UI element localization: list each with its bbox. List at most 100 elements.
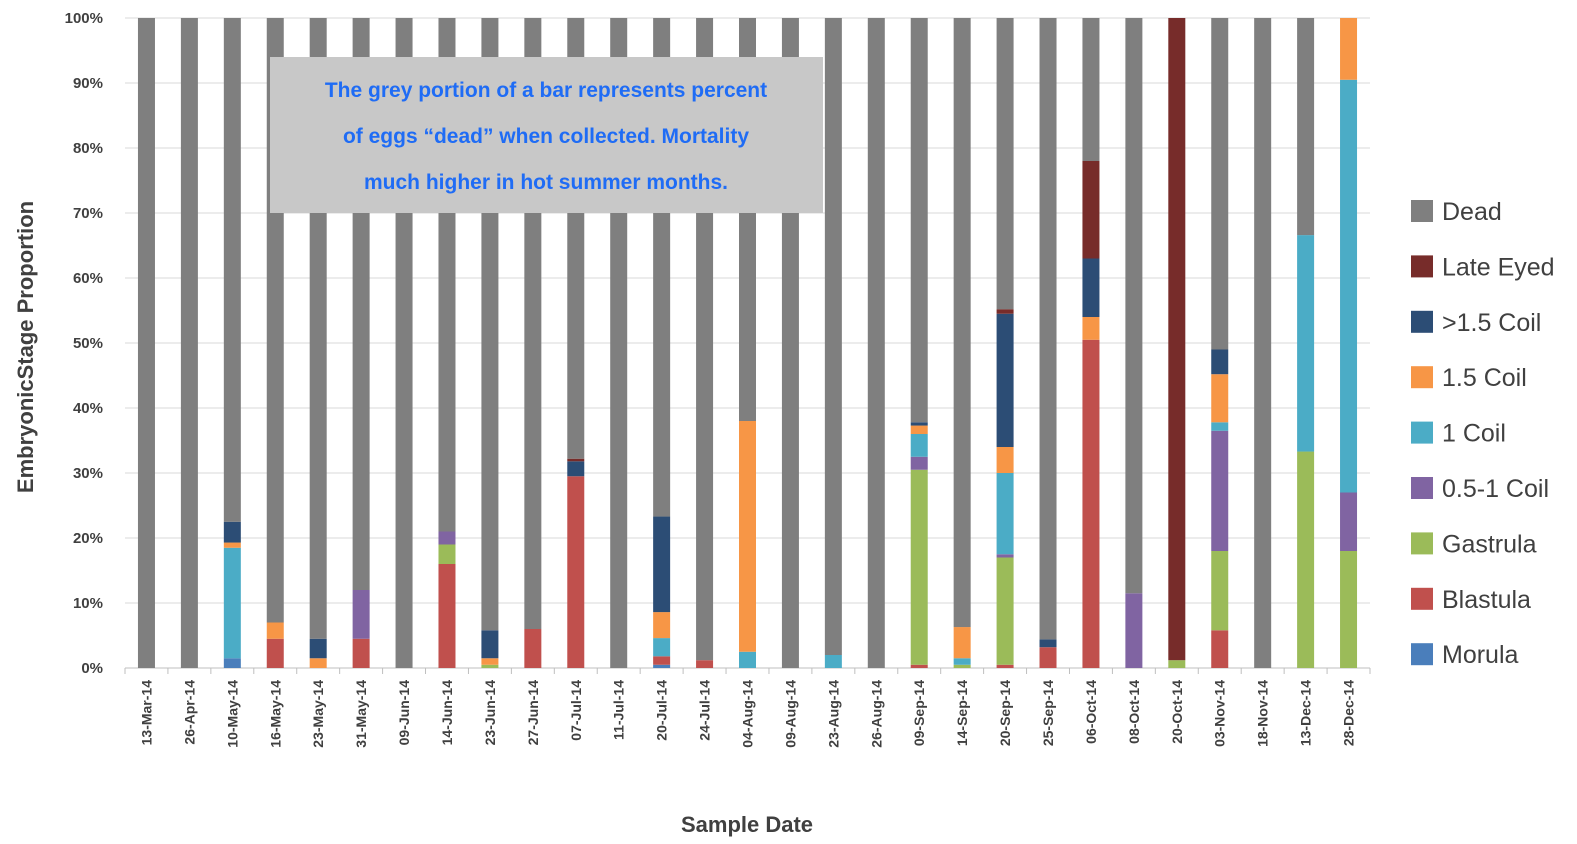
bar-segment-blastula <box>524 629 542 668</box>
y-axis-ticks: 0% 10% 20% 30% 40% 50% 60% 70% 80% 90% 100% <box>65 10 103 677</box>
legend-swatch <box>1411 366 1433 389</box>
bar-segment-1-coil <box>1211 422 1229 431</box>
bar-segment-1-coil <box>824 655 842 668</box>
bar-segment-late-eyed <box>996 309 1014 314</box>
x-tick-label: 24-Jul-14 <box>697 680 713 741</box>
bar-segment-gastrula <box>438 544 456 564</box>
x-tick-label: 20-Sep-14 <box>997 680 1013 746</box>
legend-swatch <box>1411 532 1433 555</box>
x-tick-label: 13-Dec-14 <box>1298 680 1314 746</box>
bar-segment-blastula <box>1211 630 1229 668</box>
bar-segment-blastula <box>996 664 1014 668</box>
bar-segment-1-coil <box>1297 235 1315 452</box>
bar-segment-dead <box>1211 18 1229 350</box>
x-tick-label: 08-Oct-14 <box>1126 680 1142 744</box>
bar-segment--1-5-coil <box>910 422 928 426</box>
bar-segment-1-5-coil <box>481 658 499 665</box>
x-tick-label: 11-Jul-14 <box>611 680 627 740</box>
x-tick-label: 27-Jun-14 <box>525 680 541 746</box>
bar-segment-1-5-coil <box>1211 374 1229 423</box>
legend-swatch <box>1411 310 1433 333</box>
bar-segment--1-5-coil <box>653 516 671 613</box>
legend-swatch <box>1411 255 1433 278</box>
x-axis-title: Sample Date <box>681 812 813 837</box>
bar-segment-1-5-coil <box>653 612 671 639</box>
bar-segment-gastrula <box>1211 551 1229 631</box>
bar-segment-1-coil <box>996 473 1014 555</box>
bar-segment-0-5-1-coil <box>352 590 370 639</box>
bar-segment-1-5-coil <box>996 447 1014 473</box>
y-axis-title: EmbryonicStage Proportion <box>13 201 38 493</box>
bar-segment-0-5-1-coil <box>996 554 1014 558</box>
bar-segment-blastula <box>1039 647 1057 668</box>
bar-segment-blastula <box>567 476 585 668</box>
x-tick-label: 26-Aug-14 <box>868 680 884 748</box>
x-tick-label: 09-Jun-14 <box>396 680 412 746</box>
legend-swatch <box>1411 477 1433 499</box>
bar-segment-late-eyed <box>1168 18 1186 661</box>
bar-segment--1-5-coil <box>996 313 1014 447</box>
x-tick-label: 13-Mar-14 <box>138 680 154 746</box>
x-tick-label: 23-Aug-14 <box>825 680 841 748</box>
bar-segment-gastrula <box>953 664 971 668</box>
legend-label: Dead <box>1442 198 1502 226</box>
x-tick-label: 07-Jul-14 <box>568 680 584 741</box>
bar-segment-dead <box>1082 18 1100 161</box>
bar-segment--1-5-coil <box>481 630 499 659</box>
y-tick-label: 80% <box>73 140 103 157</box>
bar-segment-blastula <box>266 638 284 668</box>
bar-segment-1-5-coil <box>1082 317 1100 340</box>
y-tick-label: 60% <box>73 270 103 287</box>
bar-segment--1-5-coil <box>1039 639 1057 648</box>
legend-label: Morula <box>1442 641 1519 669</box>
x-tick-label: 03-Nov-14 <box>1212 680 1228 747</box>
x-axis-ticks: 13-Mar-14 26-Apr-14 10-May-14 16-May-14 23-M… <box>124 668 1371 748</box>
x-tick-label: 04-Aug-14 <box>740 680 756 748</box>
legend-swatch <box>1411 587 1433 610</box>
bar-segment--1-5-coil <box>1211 349 1229 375</box>
bar-segment-1-5-coil <box>1340 18 1358 80</box>
bar-segment-1-coil <box>1340 79 1358 493</box>
bar-segment-blastula <box>910 664 928 668</box>
bar-segment-gastrula <box>1340 551 1358 668</box>
x-tick-label: 18-Nov-14 <box>1255 680 1271 747</box>
bar-segment-morula <box>653 664 671 668</box>
x-tick-label: 23-May-14 <box>310 680 326 748</box>
x-tick-label: 20-Oct-14 <box>1169 680 1185 744</box>
x-tick-label: 20-Jul-14 <box>654 680 670 741</box>
bar-segment-dead <box>180 18 198 668</box>
bar-segment-blastula <box>352 638 370 668</box>
bar-segment-morula <box>223 658 241 668</box>
bar-segment-dead <box>824 18 842 655</box>
bar-segment-0-5-1-coil <box>1125 593 1143 668</box>
bar-segment-1-coil <box>910 434 928 457</box>
x-tick-label: 09-Aug-14 <box>782 680 798 748</box>
x-tick-label: 10-May-14 <box>224 680 240 748</box>
x-tick-label: 26-Apr-14 <box>181 680 197 745</box>
x-tick-label: 25-Sep-14 <box>1040 680 1056 746</box>
bar-segment-gastrula <box>996 557 1014 665</box>
annotation-text-line: The grey portion of a bar represents per… <box>325 79 767 102</box>
legend-swatch <box>1411 200 1433 222</box>
bar-segment--1-5-coil <box>567 461 585 477</box>
bar-segment-dead <box>223 18 241 522</box>
bar-segment-1-5-coil <box>223 542 241 548</box>
legend-label: >1.5 Coil <box>1442 309 1541 337</box>
bars <box>137 18 1358 668</box>
bar-segment-blastula <box>653 656 671 665</box>
bar-segment-0-5-1-coil <box>438 531 456 545</box>
legend-label: 1.5 Coil <box>1442 364 1527 392</box>
legend-label: Gastrula <box>1442 530 1537 558</box>
bar-segment-dead <box>867 18 885 668</box>
annotation: The grey portion of a bar represents per… <box>270 57 823 213</box>
annotation-text-line: much higher in hot summer months. <box>364 171 728 194</box>
bar-segment-1-5-coil <box>910 425 928 434</box>
annotation-box <box>270 57 823 213</box>
bar-segment-dead <box>910 18 928 423</box>
bar-segment-gastrula <box>910 469 928 665</box>
y-tick-label: 100% <box>65 10 103 27</box>
bar-segment-gastrula <box>481 664 499 668</box>
x-tick-label: 23-Jun-14 <box>482 680 498 746</box>
